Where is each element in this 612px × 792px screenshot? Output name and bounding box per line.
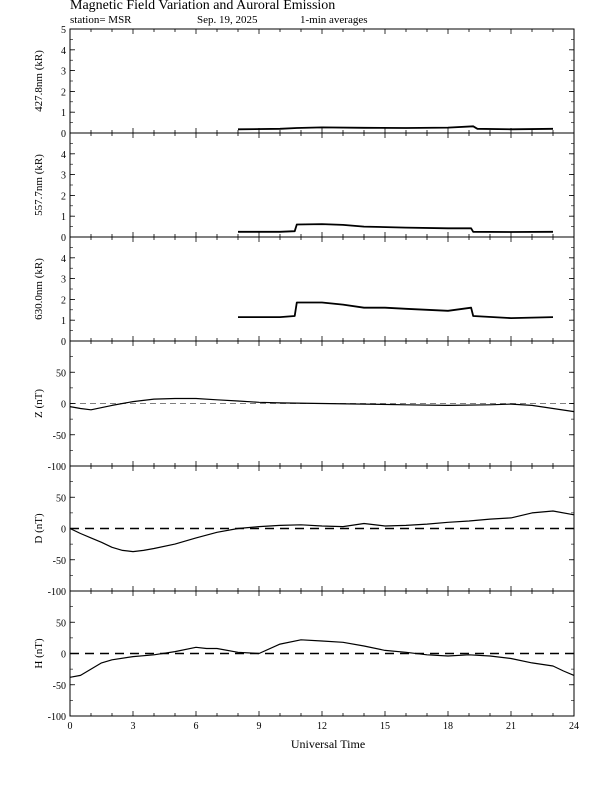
x-tick-label: 12	[317, 721, 327, 732]
y-axis-label: 557.7nm (kR)	[33, 154, 45, 216]
panel-p5577: 0 1 2 3 4 557.7nm (kR)	[33, 132, 575, 244]
y-tick-label: 0	[61, 400, 66, 411]
y-axis-label: 630.0nm (kR)	[33, 258, 45, 320]
y-tick-label: 50	[56, 493, 66, 504]
averaging-label: 1-min averages	[300, 14, 368, 26]
y-tick-label: 1	[61, 108, 66, 119]
panel-pZ: -100 -50 0 50 Z (nT)	[33, 340, 575, 473]
y-tick-label: 50	[56, 368, 66, 379]
y-axis-label: D (nT)	[33, 513, 45, 544]
y-tick-label: 0	[61, 525, 66, 536]
figure-title: Magnetic Field Variation and Auroral Emi…	[70, 0, 335, 13]
y-tick-label: 50	[56, 618, 66, 629]
panel-frame	[69, 236, 575, 342]
panel-p6300: 0 1 2 3 4 630.0nm (kR)	[33, 236, 575, 348]
y-tick-label: 1	[61, 316, 66, 327]
x-tick-label: 18	[443, 721, 453, 732]
series-line	[238, 301, 554, 320]
y-tick-label: 0	[61, 233, 66, 244]
panel-frame	[69, 28, 575, 134]
y-tick-label: 4	[61, 150, 66, 161]
series-line	[69, 510, 575, 553]
y-axis-label: 427.8nm (kR)	[33, 50, 45, 112]
x-axis-label: Universal Time	[291, 737, 365, 751]
y-tick-label: 2	[61, 87, 66, 98]
y-tick-label: 2	[61, 295, 66, 306]
y-tick-label: 4	[61, 254, 66, 265]
x-tick-label: 15	[380, 721, 390, 732]
station-label: station= MSR	[70, 14, 132, 26]
y-tick-label: -100	[48, 587, 66, 598]
y-tick-label: 0	[61, 129, 66, 140]
y-tick-label: 3	[61, 67, 66, 78]
x-tick-label: 9	[257, 721, 262, 732]
y-tick-label: 4	[61, 46, 66, 57]
y-tick-label: -100	[48, 712, 66, 723]
y-axis-label: H (nT)	[33, 638, 45, 669]
date-label: Sep. 19, 2025	[197, 14, 258, 26]
y-tick-label: 0	[61, 337, 66, 348]
x-tick-label: 24	[569, 721, 579, 732]
panel-p4278: 0 1 2 3 4 5 427.8nm (kR)	[33, 25, 575, 140]
y-tick-label: -50	[53, 556, 66, 567]
y-tick-label: 0	[61, 650, 66, 661]
x-tick-label: 6	[194, 721, 199, 732]
y-tick-label: 2	[61, 191, 66, 202]
x-tick-label: 3	[131, 721, 136, 732]
panel-frame	[69, 132, 575, 238]
y-tick-label: 5	[61, 25, 66, 36]
series-line	[69, 397, 575, 413]
series-line	[238, 223, 554, 233]
series-line	[237, 125, 554, 131]
y-tick-label: -100	[48, 462, 66, 473]
y-tick-label: 1	[61, 212, 66, 223]
y-tick-label: 3	[61, 171, 66, 182]
panel-pH: -100 -50 0 50 H (nT) 0 3 6 9 12 15 18 21 24	[33, 590, 579, 732]
x-tick-label: 0	[68, 721, 73, 732]
y-axis-label: Z (nT)	[33, 389, 45, 418]
y-tick-label: -50	[53, 431, 66, 442]
y-tick-label: -50	[53, 681, 66, 692]
series-line	[69, 639, 575, 678]
x-tick-label: 21	[506, 721, 516, 732]
panel-pD: -100 -50 0 50 D (nT)	[33, 465, 575, 598]
y-tick-label: 3	[61, 275, 66, 286]
